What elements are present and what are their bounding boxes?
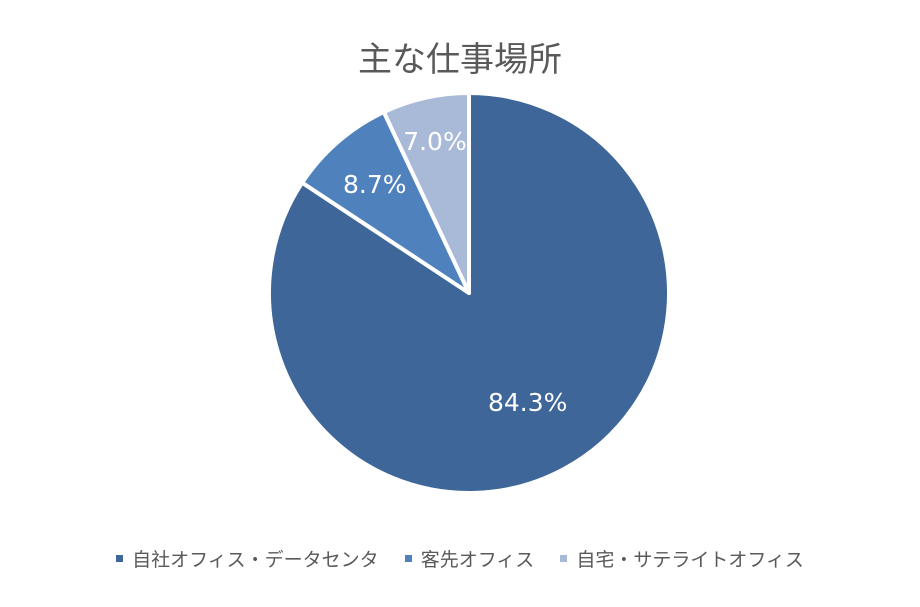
legend-label: 客先オフィス xyxy=(420,549,535,571)
pie-slice xyxy=(381,91,471,295)
legend-item: 客先オフィス xyxy=(404,545,535,572)
chart-title: 主な仕事場所 xyxy=(358,40,562,80)
data-label: 7.0% xyxy=(403,127,467,156)
legend-swatch xyxy=(116,555,124,562)
legend-swatch xyxy=(560,555,568,562)
data-label: 8.7% xyxy=(343,170,407,199)
legend: 自社オフィス・データセンタ 客先オフィス 自宅・サテライトオフィス xyxy=(0,545,920,572)
legend-swatch xyxy=(404,555,412,562)
pie-slice xyxy=(300,110,471,295)
legend-label: 自宅・サテライトオフィス xyxy=(576,549,804,571)
pie-slice xyxy=(267,91,671,495)
legend-label: 自社オフィス・データセンタ xyxy=(132,549,379,571)
data-label: 84.3% xyxy=(488,388,567,417)
legend-item: 自宅・サテライトオフィス xyxy=(560,545,804,572)
legend-item: 自社オフィス・データセンタ xyxy=(116,545,379,572)
